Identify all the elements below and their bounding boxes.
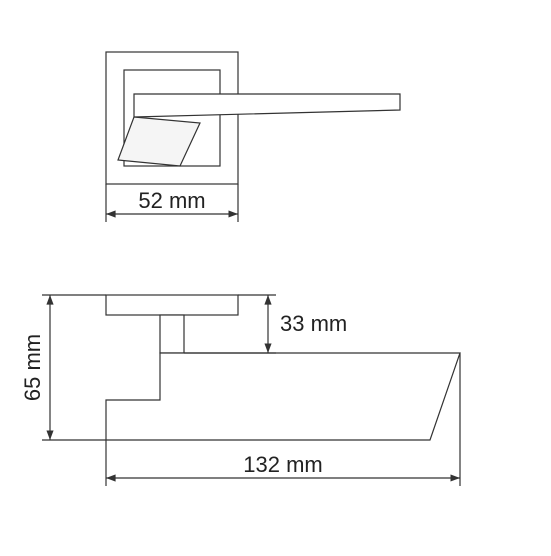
side-view: 65 mm 33 mm 132 mm [20, 295, 460, 486]
top-view: 52 mm [106, 52, 400, 222]
dimension-label-width: 52 mm [138, 188, 205, 213]
dimension-label-height: 65 mm [20, 334, 45, 401]
top-plate [106, 295, 238, 315]
neck [160, 315, 184, 353]
dimension-label-depth: 33 mm [280, 311, 347, 336]
lever-top [134, 94, 400, 117]
technical-drawing: 52 mm 65 mm 33 mm 132 mm [0, 0, 551, 551]
lever-body [106, 353, 460, 440]
dimension-label-length: 132 mm [243, 452, 322, 477]
